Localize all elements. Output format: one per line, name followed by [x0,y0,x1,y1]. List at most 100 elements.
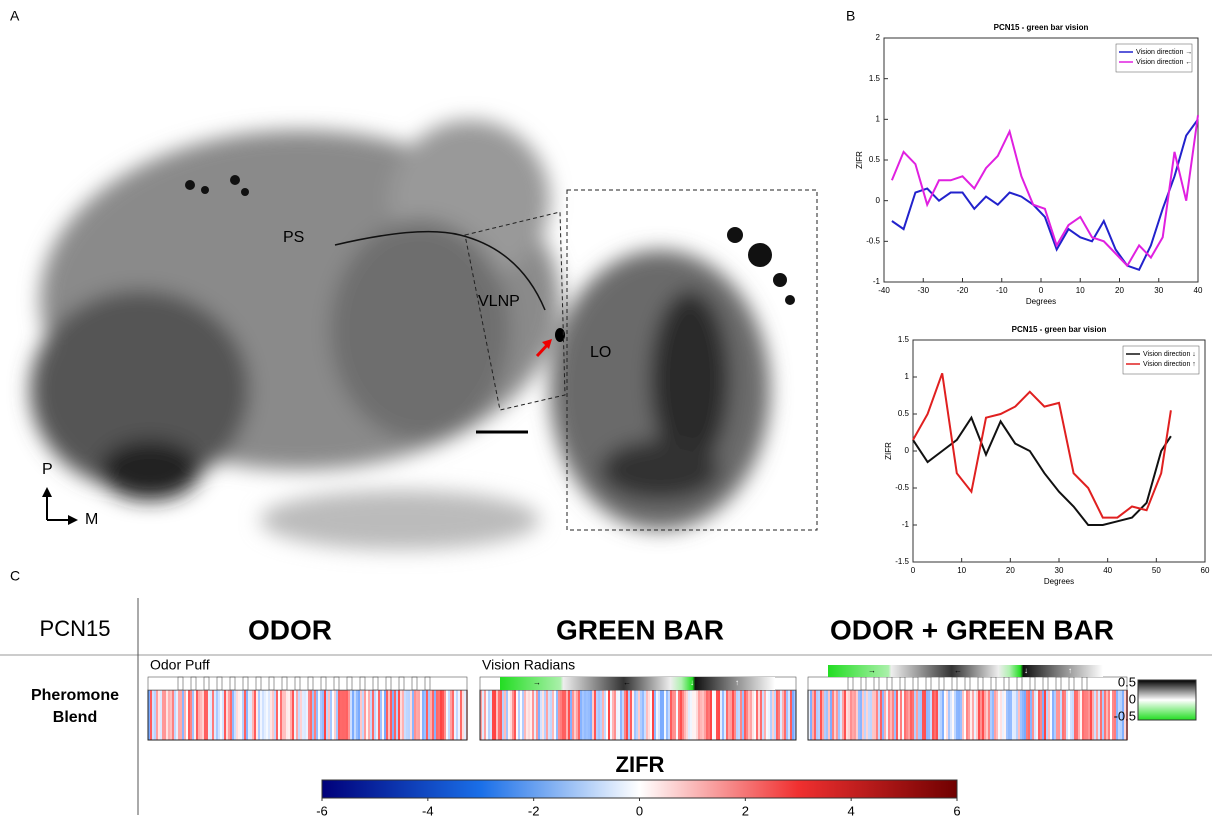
direction-arrow: → [868,666,876,675]
heat-stripe [312,690,314,740]
heat-stripe [824,690,826,740]
heat-stripe [204,690,206,740]
x-axis-label: Degrees [1044,577,1074,586]
x-tick-label: 20 [1115,286,1124,295]
heat-stripe [992,690,994,740]
heat-stripe [448,690,450,740]
heat-stripe [740,690,742,740]
heat-stripe [626,690,628,740]
image-label: M [85,511,98,528]
heat-stripe [852,690,854,740]
heat-stripe [300,690,302,740]
column-title: ODOR + GREEN BAR [830,614,1114,645]
heat-stripe [600,690,602,740]
heat-stripe [880,690,882,740]
row-label: Pheromone Blend [20,685,130,729]
heat-stripe [232,690,234,740]
heat-stripe [636,690,638,740]
heat-stripe [406,690,408,740]
heat-stripe [380,690,382,740]
heat-stripe [754,690,756,740]
heat-stripe [318,690,320,740]
heat-stripe [286,690,288,740]
heat-stripe [1070,690,1072,740]
heat-stripe [758,690,760,740]
heat-stripe [914,690,916,740]
heat-stripe [412,690,414,740]
heat-stripe [1056,690,1058,740]
heat-stripe [820,690,822,740]
heat-stripe [594,690,596,740]
panel-label: A [10,8,20,24]
legend-label: Vision direction ↓ [1143,351,1196,358]
heat-stripe [970,690,972,740]
vision-track [500,677,775,690]
heat-stripe [870,690,872,740]
direction-arrow: ↓ [1024,666,1028,675]
heat-stripe [452,690,454,740]
heat-stripe [768,690,770,740]
heat-stripe [546,690,548,740]
heat-stripe [564,690,566,740]
heat-stripe [496,690,498,740]
heat-stripe [170,690,172,740]
heat-stripe [254,690,256,740]
heat-stripe [558,690,560,740]
heat-stripe [894,690,896,740]
heat-stripe [1044,690,1046,740]
heat-stripe [1084,690,1086,740]
heat-stripe [456,690,458,740]
heat-stripe [660,690,662,740]
heat-stripe [884,690,886,740]
image-label: LO [590,344,611,361]
y-tick-label: 2 [876,33,881,42]
heat-stripe [442,690,444,740]
heat-stripe [710,690,712,740]
heat-stripe [786,690,788,740]
heat-stripe [348,690,350,740]
heat-stripe [534,690,536,740]
heat-stripe [932,690,934,740]
heat-stripe [1020,690,1022,740]
y-tick-label: 1.5 [898,335,910,344]
heat-stripe [736,690,738,740]
y-tick-label: 0 [876,196,881,205]
heat-stripe [340,690,342,740]
heat-stripe [670,690,672,740]
heat-stripe [400,690,402,740]
heat-stripe [662,690,664,740]
heat-stripe [608,690,610,740]
x-tick-label: 40 [1194,286,1203,295]
heat-stripe [1042,690,1044,740]
heat-stripe [954,690,956,740]
heat-stripe [436,690,438,740]
heat-stripe [214,690,216,740]
heat-stripe [734,690,736,740]
heat-stripe [322,690,324,740]
heat-stripe [208,690,210,740]
heat-stripe [950,690,952,740]
heat-stripe [458,690,460,740]
heat-stripe [520,690,522,740]
heat-stripe [1096,690,1098,740]
heat-stripe [414,690,416,740]
heat-stripe [250,690,252,740]
heat-stripe [490,690,492,740]
heat-stripe [860,690,862,740]
heat-stripe [292,690,294,740]
heat-stripe [398,690,400,740]
heat-stripe [890,690,892,740]
heat-stripe [972,690,974,740]
direction-arrow: ← [954,666,962,675]
heat-stripe [814,690,816,740]
heat-stripe [202,690,204,740]
heat-stripe [532,690,534,740]
heat-stripe [450,690,452,740]
heat-stripe [194,690,196,740]
heat-stripe [224,690,226,740]
heat-stripe [220,690,222,740]
direction-arrow: → [533,678,541,687]
heat-stripe [256,690,258,740]
heat-stripe [240,690,242,740]
legend-label: Vision direction ↑ [1143,361,1196,368]
